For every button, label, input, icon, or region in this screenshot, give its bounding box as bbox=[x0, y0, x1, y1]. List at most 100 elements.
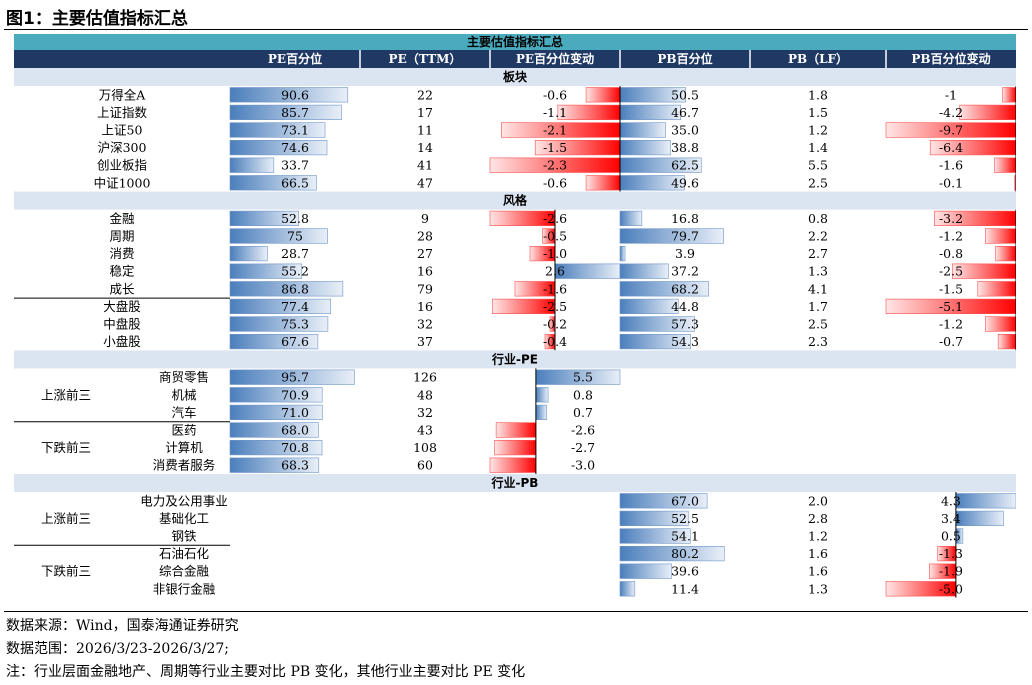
pe-chg-value: -1.1 bbox=[543, 105, 567, 120]
group-label: 上涨前三 bbox=[41, 511, 91, 526]
pb-pct-value: 44.8 bbox=[671, 299, 699, 314]
pb-lf-value: 1.4 bbox=[808, 140, 828, 155]
pe-ttm-value: 48 bbox=[417, 387, 433, 402]
pe-ttm-value: 17 bbox=[417, 105, 433, 120]
pb-pct-bar bbox=[619, 528, 691, 544]
pb-chg-bar bbox=[885, 122, 1016, 138]
section-band bbox=[14, 474, 1016, 492]
industry-label: 基础化工 bbox=[159, 511, 209, 526]
pb-pct-bar bbox=[619, 510, 689, 527]
column-header: PB（LF） bbox=[788, 51, 848, 66]
pb-pct-value: 68.2 bbox=[671, 281, 699, 296]
pb-chg-value: -0.8 bbox=[939, 246, 963, 261]
pb-pct-value: 50.5 bbox=[671, 87, 699, 102]
column-header: PB百分位 bbox=[657, 51, 712, 66]
pb-chg-value: -6.4 bbox=[939, 140, 963, 155]
pb-chg-value: -1.6 bbox=[939, 158, 963, 173]
section-title: 风格 bbox=[503, 193, 528, 208]
row-label: 沪深300 bbox=[98, 140, 147, 155]
pe-ttm-value: 22 bbox=[417, 87, 433, 102]
pb-lf-value: 4.1 bbox=[808, 281, 828, 296]
header-band bbox=[14, 50, 1016, 68]
row-label: 消费 bbox=[109, 246, 134, 261]
row-label: 中证1000 bbox=[94, 175, 151, 190]
pe-pct-bar bbox=[229, 210, 299, 227]
pb-lf-value: 1.6 bbox=[808, 564, 828, 579]
pb-lf-value: 5.5 bbox=[808, 158, 828, 173]
pb-chg-bar bbox=[885, 298, 1016, 315]
pe-chg-value: -0.6 bbox=[543, 175, 567, 190]
industry-label: 商贸零售 bbox=[159, 370, 209, 385]
pe-ttm-value: 47 bbox=[417, 175, 433, 190]
pb-pct-value: 80.2 bbox=[671, 546, 699, 561]
pe-pct-value: 95.7 bbox=[281, 370, 309, 385]
pe-pct-value: 85.7 bbox=[281, 105, 309, 120]
industry-label: 钢铁 bbox=[171, 529, 197, 544]
pb-pct-value: 46.7 bbox=[671, 105, 699, 120]
pb-lf-value: 2.3 bbox=[808, 334, 828, 349]
section-band bbox=[14, 350, 1016, 369]
pb-pct-value: 16.8 bbox=[671, 211, 699, 226]
pb-lf-value: 2.8 bbox=[808, 511, 828, 526]
pb-chg-bar bbox=[977, 281, 1016, 297]
pb-pct-bar bbox=[619, 493, 708, 509]
group-label: 上涨前三 bbox=[41, 387, 91, 402]
section-band bbox=[14, 68, 1016, 86]
pe-ttm-value: 108 bbox=[413, 440, 437, 455]
row-label: 成长 bbox=[109, 281, 135, 296]
row-label: 中盘股 bbox=[103, 317, 141, 332]
pb-chg-bar bbox=[1002, 87, 1016, 103]
pb-chg-value: 4.3 bbox=[941, 493, 961, 508]
pe-chg-bar bbox=[585, 175, 621, 191]
pe-pct-value: 33.7 bbox=[281, 158, 309, 173]
pe-ttm-value: 43 bbox=[417, 423, 433, 438]
group-label: 下跌前三 bbox=[41, 564, 91, 579]
pe-ttm-value: 14 bbox=[417, 140, 433, 155]
pb-pct-bar bbox=[619, 581, 636, 597]
section-title: 行业-PE bbox=[491, 351, 538, 366]
pb-lf-value: 2.5 bbox=[808, 317, 828, 332]
pb-pct-value: 52.5 bbox=[671, 511, 699, 526]
pe-ttm-value: 32 bbox=[417, 317, 433, 332]
pb-chg-bar bbox=[929, 140, 1016, 156]
pe-chg-bar bbox=[535, 404, 547, 421]
pb-pct-bar bbox=[619, 563, 672, 579]
pb-chg-value: -2.5 bbox=[939, 264, 963, 279]
pb-chg-value: -3.2 bbox=[939, 211, 963, 226]
industry-label: 综合金融 bbox=[159, 564, 210, 579]
pb-lf-value: 1.8 bbox=[808, 87, 828, 102]
pe-pct-bar bbox=[229, 281, 344, 297]
pb-pct-bar bbox=[619, 545, 725, 562]
pe-ttm-value: 9 bbox=[421, 211, 429, 226]
pe-chg-value: -0.6 bbox=[543, 87, 567, 102]
pe-ttm-value: 28 bbox=[417, 229, 433, 244]
pb-chg-bar bbox=[959, 104, 1016, 120]
pe-chg-value: -2.3 bbox=[543, 158, 567, 173]
pe-chg-value: -2.6 bbox=[571, 423, 595, 438]
section-title: 行业-PB bbox=[491, 475, 539, 490]
pe-pct-bar bbox=[229, 298, 331, 315]
pe-pct-value: 77.4 bbox=[281, 299, 309, 314]
pb-chg-bar bbox=[985, 228, 1016, 244]
pb-pct-bar bbox=[619, 316, 695, 332]
pe-pct-value: 74.6 bbox=[281, 140, 309, 155]
pb-chg-value: -0.1 bbox=[939, 175, 963, 190]
pe-pct-bar bbox=[229, 87, 349, 103]
pe-pct-value: 55.2 bbox=[281, 264, 309, 279]
pe-pct-bar bbox=[229, 140, 328, 156]
column-header: PE百分位 bbox=[268, 51, 322, 66]
pe-ttm-value: 60 bbox=[417, 458, 433, 473]
industry-label: 消费者服务 bbox=[153, 458, 216, 473]
pb-chg-value: -1.2 bbox=[939, 229, 963, 244]
pe-ttm-value: 16 bbox=[417, 299, 433, 314]
pe-pct-bar bbox=[229, 404, 323, 421]
industry-label: 非银行金融 bbox=[153, 581, 216, 596]
pb-pct-bar bbox=[619, 246, 626, 262]
row-label: 创业板指 bbox=[97, 158, 147, 173]
pe-pct-value: 52.8 bbox=[281, 211, 309, 226]
pb-lf-value: 1.2 bbox=[808, 529, 828, 544]
pe-ttm-value: 11 bbox=[417, 123, 433, 138]
pe-pct-bar bbox=[229, 263, 303, 279]
pe-pct-bar bbox=[229, 387, 323, 403]
pe-pct-value: 66.5 bbox=[281, 175, 309, 190]
